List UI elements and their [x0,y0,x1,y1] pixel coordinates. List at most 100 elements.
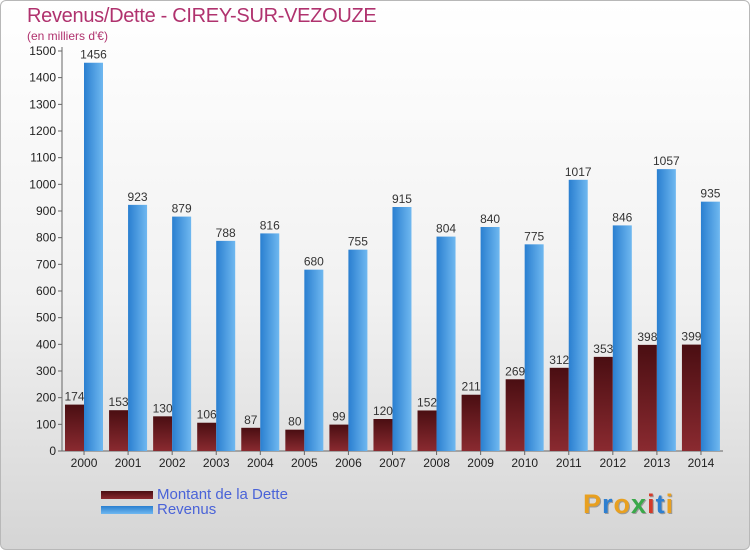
bar-debt-2008 [417,410,437,451]
value-label-debt-2012: 353 [593,342,613,356]
value-label-revenue-2012: 846 [612,210,632,224]
bar-revenue-2009 [480,227,500,451]
y-axis-unit-label: (en milliers d'€) [27,29,108,43]
value-label-debt-2007: 120 [373,404,393,418]
bar-debt-2007 [373,419,393,451]
bar-debt-2009 [461,394,481,451]
y-tick-label-200: 200 [36,391,56,405]
value-label-debt-2005: 80 [288,415,302,429]
legend-label-debt: Montant de la Dette [157,486,288,503]
brand-letter: i [665,489,675,519]
bar-debt-2012 [593,356,613,451]
y-tick-label-400: 400 [36,337,56,351]
value-label-revenue-2008: 804 [436,222,456,236]
value-label-debt-2013: 398 [637,330,657,344]
bar-debt-2000 [65,404,84,451]
bar-revenue-2010 [524,244,544,451]
bar-debt-2006 [329,424,349,451]
bar-revenue-2003 [216,240,236,451]
bar-revenue-2007 [392,207,412,451]
x-tick-label-2010: 2010 [511,456,538,470]
value-label-debt-2000: 174 [64,390,84,404]
bars [65,62,720,452]
value-label-revenue-2014: 935 [700,187,720,201]
bar-debt-2014 [681,344,701,451]
y-tick-label-500: 500 [36,311,56,325]
x-tick-label-2003: 2003 [203,456,230,470]
bar-revenue-2000 [84,62,103,451]
value-label-revenue-2002: 879 [172,202,192,216]
value-label-debt-2008: 152 [417,395,437,409]
brand-logo: Proxiti [583,489,674,520]
bar-revenue-2008 [436,236,456,451]
x-tick-label-2005: 2005 [291,456,318,470]
value-label-debt-2010: 269 [505,364,525,378]
x-tick-label-2014: 2014 [688,456,715,470]
value-label-revenue-2004: 816 [260,218,280,232]
bar-debt-2005 [285,429,305,451]
x-tick-label-2007: 2007 [379,456,406,470]
value-label-debt-2011: 312 [549,353,569,367]
bar-revenue-2001 [128,204,148,451]
y-tick-label-1000: 1000 [29,177,56,191]
value-label-debt-2003: 106 [197,408,217,422]
value-label-revenue-2003: 788 [216,226,236,240]
value-label-debt-2006: 99 [332,410,346,424]
bar-debt-2001 [109,410,129,451]
bar-revenue-2006 [348,249,368,451]
x-tick-label-2006: 2006 [335,456,362,470]
value-label-revenue-2009: 840 [480,212,500,226]
bar-debt-2004 [241,427,261,451]
bar-revenue-2012 [612,225,632,451]
x-tick-label-2001: 2001 [115,456,142,470]
y-tick-label-1200: 1200 [29,124,56,138]
bar-revenue-2004 [260,233,280,451]
value-label-debt-2004: 87 [244,413,258,427]
value-label-revenue-2006: 755 [348,235,368,249]
legend-swatch-debt [101,491,153,499]
value-label-revenue-2010: 775 [524,229,544,243]
legend-swatch-revenue [101,506,153,514]
value-label-debt-2002: 130 [153,401,173,415]
value-label-debt-2014: 399 [681,330,701,344]
bar-revenue-2005 [304,269,324,451]
bar-revenue-2011 [568,179,588,452]
bar-debt-2010 [505,379,525,451]
y-tick-label-700: 700 [36,257,56,271]
y-tick-label-0: 0 [49,444,56,458]
value-label-revenue-2013: 1057 [653,154,680,168]
value-label-debt-2009: 211 [462,380,481,394]
bar-revenue-2013 [656,169,676,451]
chart-title: Revenus/Dette - CIREY-SUR-VEZOUZE [27,5,377,27]
y-tick-label-300: 300 [36,364,56,378]
x-tick-label-2009: 2009 [467,456,494,470]
y-tick-label-1100: 1100 [30,151,56,165]
brand-letter: P [583,489,603,519]
x-tick-label-2002: 2002 [159,456,186,470]
legend-label-revenue: Revenus [157,501,217,518]
y-tick-label-1300: 1300 [29,97,56,111]
y-tick-label-600: 600 [36,284,56,298]
bar-debt-2011 [549,367,569,451]
bar-debt-2003 [197,422,217,451]
y-tick-label-1500: 1500 [29,44,56,58]
bar-debt-2002 [153,416,173,451]
bar-debt-2013 [637,344,657,451]
brand-letter: x [631,489,648,519]
bar-revenue-2002 [172,216,192,451]
x-tick-label-2008: 2008 [423,456,450,470]
value-label-revenue-2000: 1456 [80,48,107,62]
y-tick-label-100: 100 [36,417,56,431]
brand-letter: o [613,489,632,519]
value-label-revenue-2011: 1017 [565,165,592,179]
value-label-debt-2001: 153 [109,395,129,409]
brand-letter: t [655,489,666,519]
value-labels: 174 1456 153 923 130 879 106 788 87 816 80 680 99 755… [64,48,720,429]
y-tick-label-800: 800 [36,231,56,245]
y-tick-label-1400: 1400 [29,71,56,85]
value-label-revenue-2007: 915 [392,192,412,206]
value-label-revenue-2005: 680 [304,255,324,269]
bar-revenue-2014 [700,201,720,451]
